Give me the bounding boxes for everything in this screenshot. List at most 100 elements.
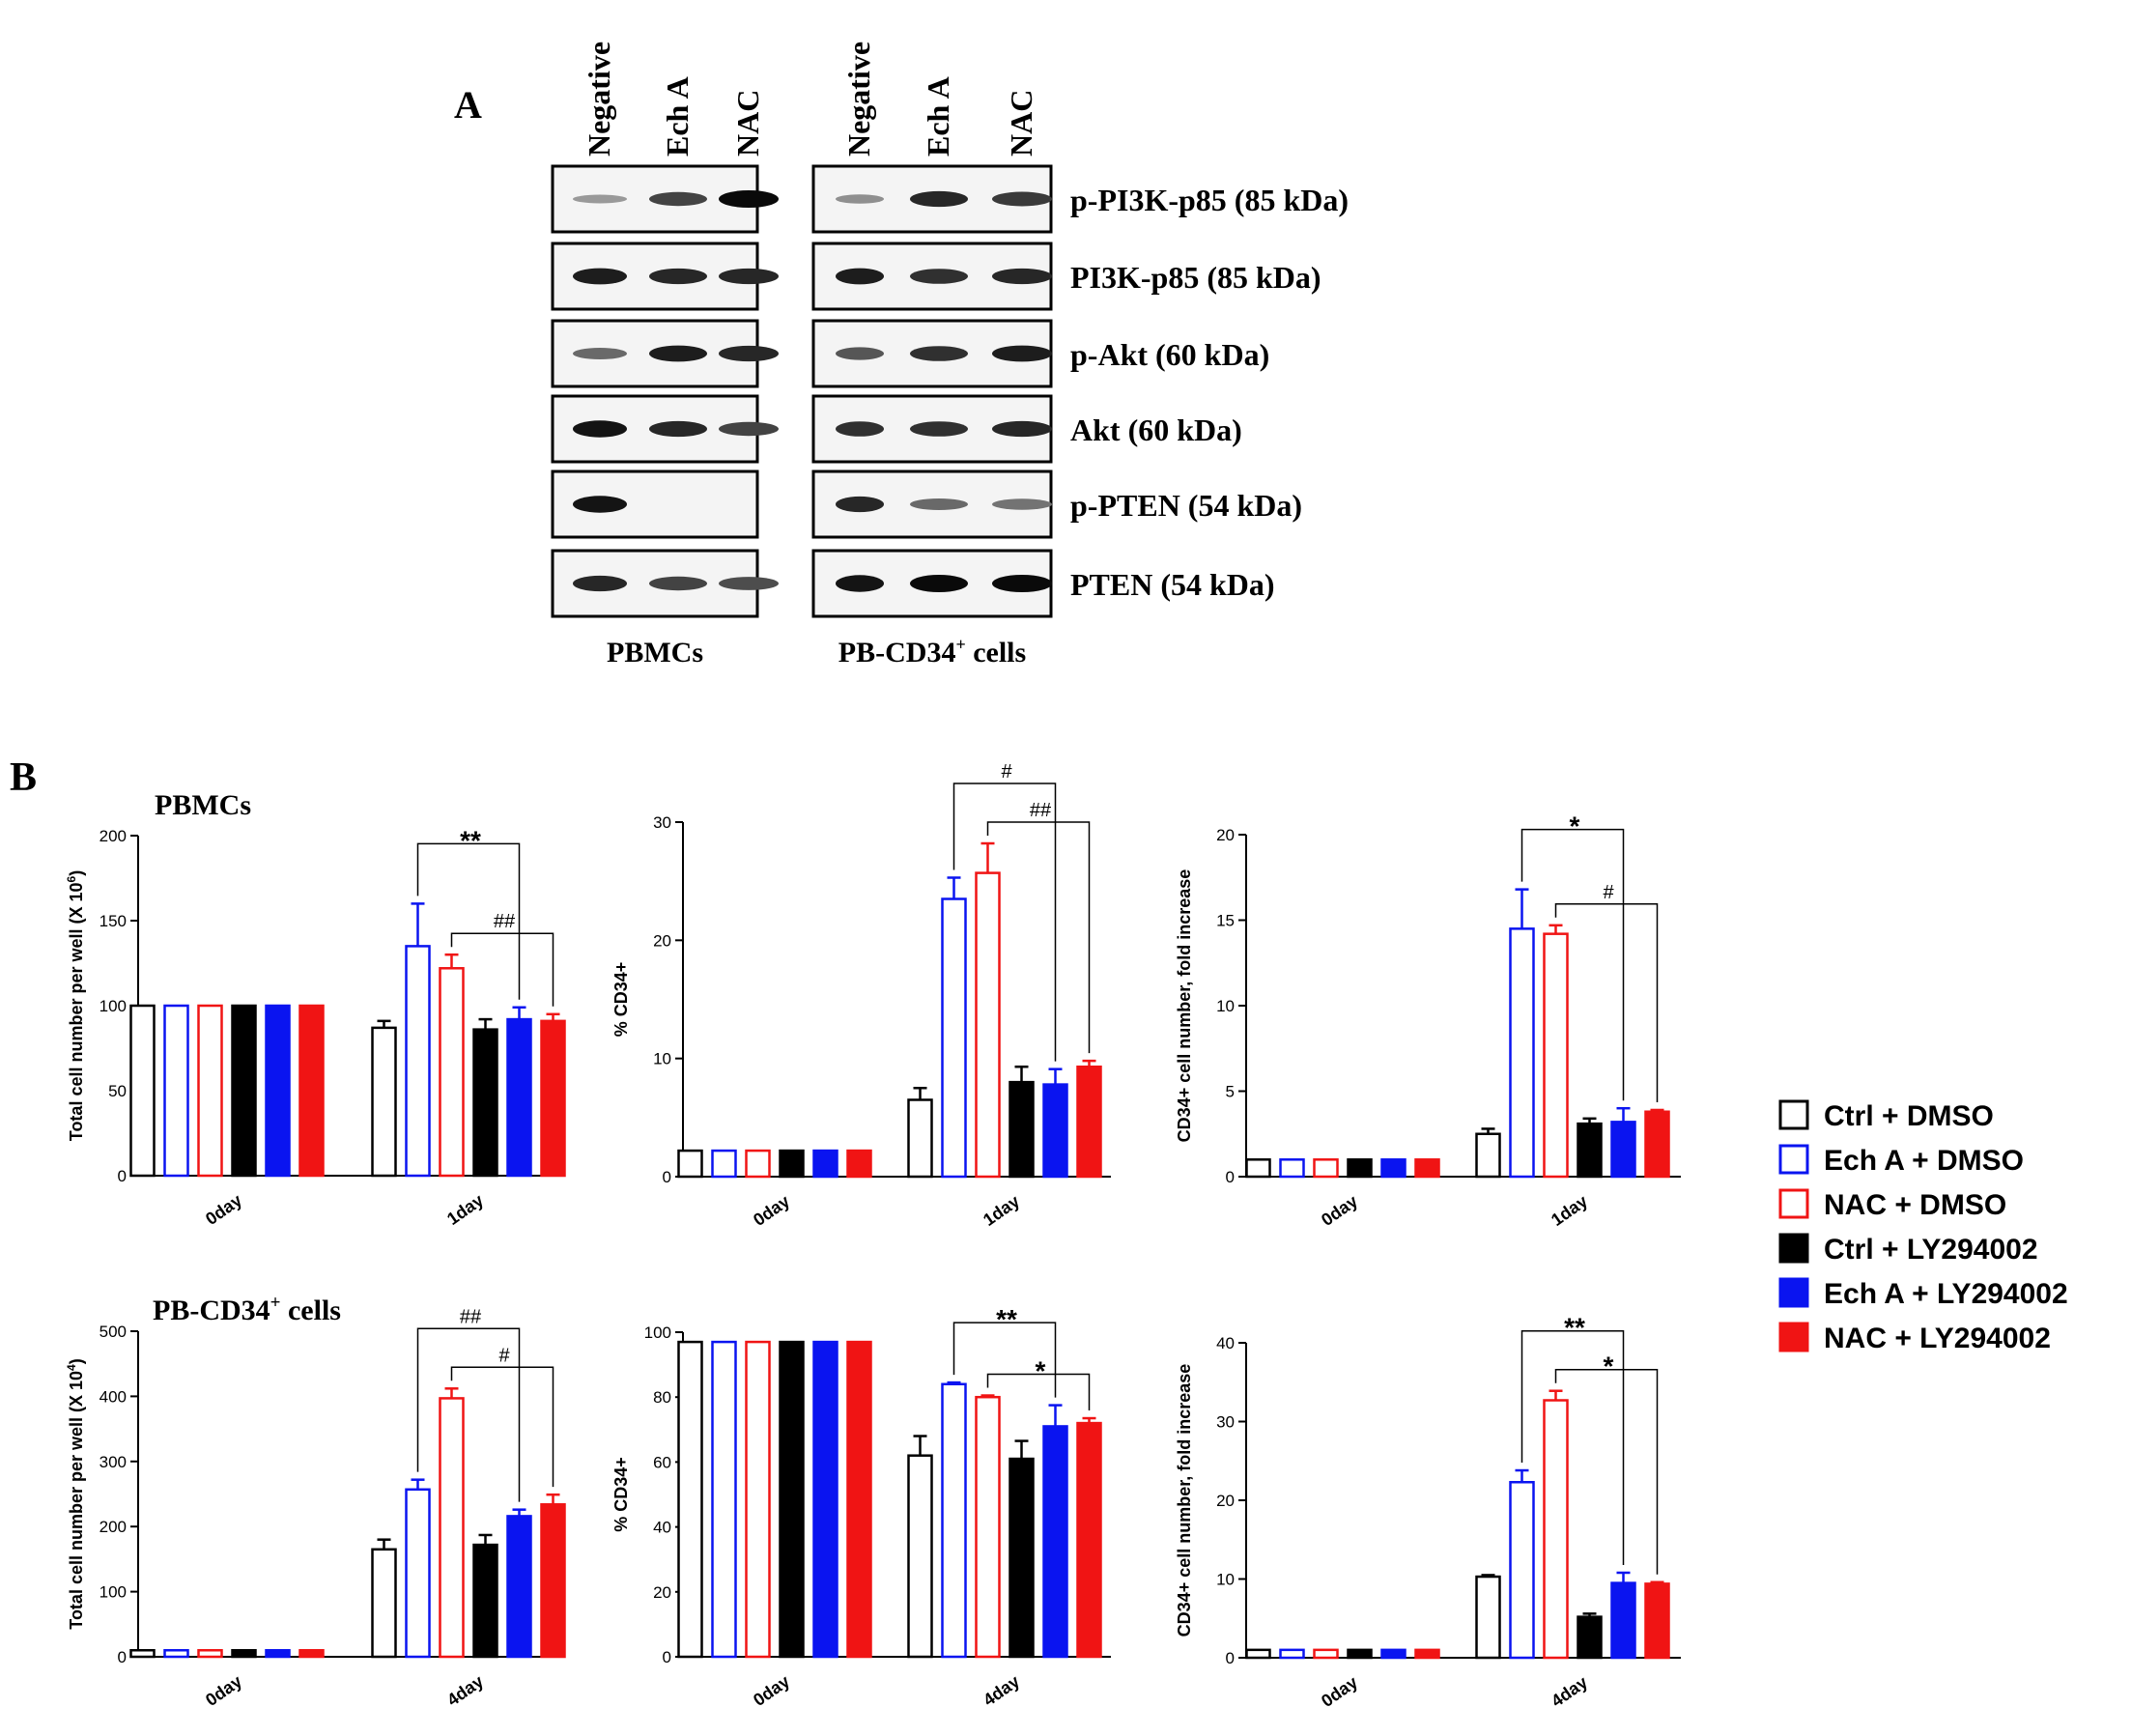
- y-tick-label-3-4: 400: [99, 1387, 127, 1406]
- lane-label-1-1: Ech A: [921, 76, 955, 157]
- bar-2-0-3: [1347, 1158, 1373, 1179]
- x-tick-label-0-0: 0day: [202, 1190, 245, 1229]
- bar-1-1-3: [1009, 1080, 1035, 1179]
- bar-1-1-1: [941, 897, 967, 1179]
- blot-band-3-1-0: [836, 421, 884, 437]
- blot-band-5-0-1: [649, 576, 707, 591]
- bar-0-1-0: [371, 1026, 397, 1178]
- bar-0-1-1: [405, 945, 431, 1178]
- bar-3-0-0: [129, 1649, 156, 1659]
- y-tick-label-3-0: 0: [118, 1648, 127, 1666]
- bar-4-0-3: [779, 1340, 805, 1659]
- x-tick-label-2-0: 0day: [1318, 1191, 1361, 1230]
- bar-2-1-2: [1543, 932, 1569, 1179]
- bar-4-1-4: [1042, 1425, 1068, 1659]
- bar-1-0-5: [846, 1149, 872, 1179]
- y-tick-label-2-3: 15: [1216, 912, 1235, 930]
- bar-4-1-3: [1009, 1457, 1035, 1659]
- bar-3-0-5: [298, 1649, 325, 1659]
- y-tick-label-3-2: 200: [99, 1518, 127, 1536]
- blot-band-5-1-1: [910, 575, 968, 592]
- blot-band-4-1-2: [992, 498, 1052, 510]
- bar-2-1-1: [1509, 927, 1535, 1179]
- blot-band-0-0-1: [649, 191, 707, 207]
- lane-label-0-1: Ech A: [660, 76, 695, 157]
- y-tick-label-0-0: 0: [118, 1167, 127, 1185]
- sig-label-0-0: **: [460, 825, 481, 855]
- sig-label-3-0: ##: [460, 1306, 482, 1327]
- bar-3-1-5: [540, 1503, 566, 1659]
- legend-label-5: NAC + LY294002: [1824, 1323, 2051, 1354]
- blot-band-1-1-0: [836, 268, 884, 285]
- bar-5-0-0: [1245, 1648, 1271, 1660]
- lane-label-1-0: Negative: [841, 42, 876, 157]
- sig-label-0-1: ##: [494, 911, 516, 932]
- bar-5-1-5: [1644, 1582, 1670, 1660]
- blot-band-4-0-0: [573, 496, 627, 513]
- y-tick-label-4-4: 80: [653, 1388, 671, 1407]
- legend-swatch-3: [1778, 1233, 1809, 1264]
- blot-band-4-1-0: [836, 496, 884, 513]
- blot-band-0-0-0: [573, 194, 627, 204]
- y-tick-label-0-4: 200: [99, 827, 127, 845]
- sig-bracket-1-0: [952, 783, 1057, 1062]
- y-tick-label-3-3: 300: [99, 1453, 127, 1471]
- chart-2: 0 5 10 15 20 CD34+ cell number, fold increase…: [1175, 811, 1681, 1230]
- y-tick-label-4-2: 40: [653, 1519, 671, 1537]
- sig-label-3-1: #: [498, 1345, 510, 1366]
- sig-label-4-0: **: [996, 1304, 1017, 1334]
- blot-band-3-0-1: [649, 420, 707, 438]
- bar-4-0-5: [846, 1340, 872, 1659]
- sig-bracket-2-0: [1520, 828, 1625, 1101]
- y-tick-label-3-1: 100: [99, 1583, 127, 1602]
- bar-0-0-2: [197, 1004, 223, 1178]
- row-title-pb-cd34: PB-CD34+ cells: [153, 1293, 341, 1326]
- x-tick-label-2-1: 1day: [1548, 1191, 1591, 1230]
- y-tick-label-0-3: 150: [99, 912, 127, 930]
- y-tick-label-2-1: 5: [1226, 1083, 1235, 1101]
- bar-2-0-0: [1245, 1158, 1271, 1179]
- blot-band-2-1-0: [836, 347, 884, 360]
- bar-5-0-5: [1414, 1648, 1440, 1660]
- lane-label-0-0: Negative: [582, 42, 616, 157]
- bar-2-1-3: [1577, 1122, 1603, 1179]
- blot-band-0-1-1: [910, 190, 968, 208]
- bar-0-0-4: [265, 1004, 291, 1178]
- y-tick-label-5-0: 0: [1226, 1649, 1235, 1667]
- bar-2-1-0: [1475, 1132, 1501, 1179]
- legend-swatch-5: [1778, 1322, 1809, 1352]
- blot-band-3-1-2: [992, 420, 1052, 438]
- y-tick-label-5-4: 40: [1216, 1334, 1235, 1352]
- bar-2-0-4: [1380, 1158, 1406, 1179]
- bar-1-0-2: [745, 1149, 771, 1179]
- bar-1-0-0: [677, 1149, 703, 1179]
- blot-band-2-0-0: [573, 348, 627, 359]
- bar-3-0-1: [163, 1649, 189, 1659]
- bar-4-0-2: [745, 1340, 771, 1659]
- y-tick-label-0-2: 100: [99, 997, 127, 1015]
- x-tick-label-0-1: 1day: [443, 1190, 487, 1229]
- y-label-5: CD34+ cell number, fold increase: [1175, 1364, 1194, 1637]
- bar-3-1-3: [472, 1543, 498, 1659]
- bar-0-0-3: [231, 1004, 257, 1178]
- bar-0-1-4: [506, 1017, 532, 1178]
- bar-5-1-3: [1577, 1615, 1603, 1660]
- blot-band-1-0-1: [649, 268, 707, 285]
- bar-3-0-2: [197, 1649, 223, 1659]
- bar-5-1-0: [1475, 1575, 1501, 1660]
- y-label-3: Total cell number per well (X 104): [65, 1358, 86, 1629]
- bar-4-0-4: [812, 1340, 838, 1659]
- sig-label-2-1: #: [1603, 882, 1614, 903]
- sig-label-2-0: *: [1570, 811, 1580, 841]
- bar-2-1-4: [1610, 1121, 1636, 1179]
- bar-5-0-4: [1380, 1648, 1406, 1660]
- legend-label-2: NAC + DMSO: [1824, 1189, 2006, 1221]
- protein-label-1: PI3K-p85 (85 kDa): [1070, 260, 1321, 295]
- bar-1-1-2: [975, 871, 1001, 1179]
- blot-band-2-1-2: [992, 345, 1052, 362]
- bar-1-1-4: [1042, 1083, 1068, 1179]
- legend-swatch-4: [1778, 1277, 1809, 1308]
- bar-4-1-0: [907, 1454, 933, 1659]
- bar-5-1-1: [1509, 1481, 1535, 1660]
